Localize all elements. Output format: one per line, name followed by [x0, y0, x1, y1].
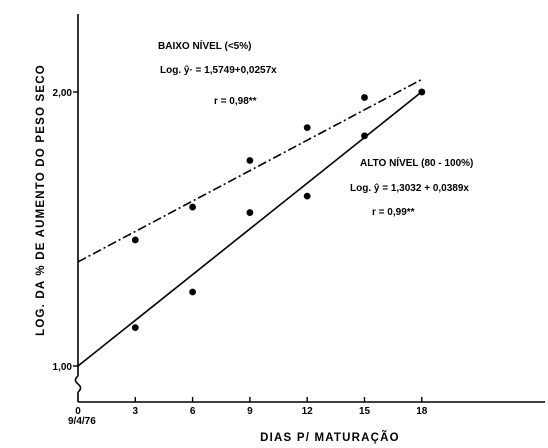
data-point-low-level	[246, 157, 254, 164]
data-point-high-level	[361, 132, 368, 140]
data-point-low-level	[303, 124, 311, 132]
annotation-low-level: BAIXO NÍVEL (<5%) Log. ŷ· = 1,5749+0,025…	[158, 39, 277, 107]
x-tick-label: 3	[133, 406, 139, 417]
annotation-high-title: ALTO NÍVEL (80 - 100%)	[360, 156, 473, 169]
y-tick-label: 1,00	[53, 362, 73, 373]
annotation-high-r: r = 0,99**	[372, 207, 415, 218]
annotation-high-level: ALTO NÍVEL (80 - 100%) Log. ŷ = 1,3032 +…	[350, 156, 473, 218]
x-tick-label: 18	[416, 406, 428, 417]
annotation-low-title: BAIXO NÍVEL (<5%)	[158, 39, 251, 52]
fit-line-high-level	[77, 91, 423, 367]
data-point-high-level	[418, 88, 426, 96]
annotation-high-equation: Log. ŷ = 1,3032 + 0,0389x	[350, 183, 469, 194]
y-axis-label: LOG. DA % DE AUMENTO DO PESO SECO	[35, 64, 47, 336]
data-point-low-level	[131, 236, 139, 244]
axes: 1,00 2,00 0 3 6 9 12 15 18	[53, 14, 545, 417]
x-axis-label: DIAS P/ MATURAÇÃO	[260, 431, 400, 444]
y-tick-label: 2,00	[53, 88, 73, 99]
data-points	[131, 88, 426, 332]
fit-lines	[77, 78, 423, 367]
x-tick-label: 12	[302, 406, 314, 417]
data-point-high-level	[131, 324, 139, 332]
x-tick-label: 6	[190, 406, 196, 417]
data-point-high-level	[189, 288, 197, 296]
x-tick-label: 15	[359, 406, 371, 417]
x-origin-date: 9/4/76	[68, 416, 96, 427]
x-tick-label: 0	[75, 406, 81, 417]
annotation-low-r: r = 0,98**	[214, 96, 257, 107]
data-point-high-level	[246, 209, 254, 216]
annotation-low-equation: Log. ŷ· = 1,5749+0,0257x	[160, 65, 277, 76]
y-axis-break	[74, 375, 82, 393]
data-point-high-level	[303, 192, 311, 200]
fit-line-low-level	[77, 78, 423, 263]
data-point-low-level	[361, 94, 368, 101]
data-point-low-level	[189, 203, 197, 211]
x-tick-label: 9	[247, 406, 253, 417]
